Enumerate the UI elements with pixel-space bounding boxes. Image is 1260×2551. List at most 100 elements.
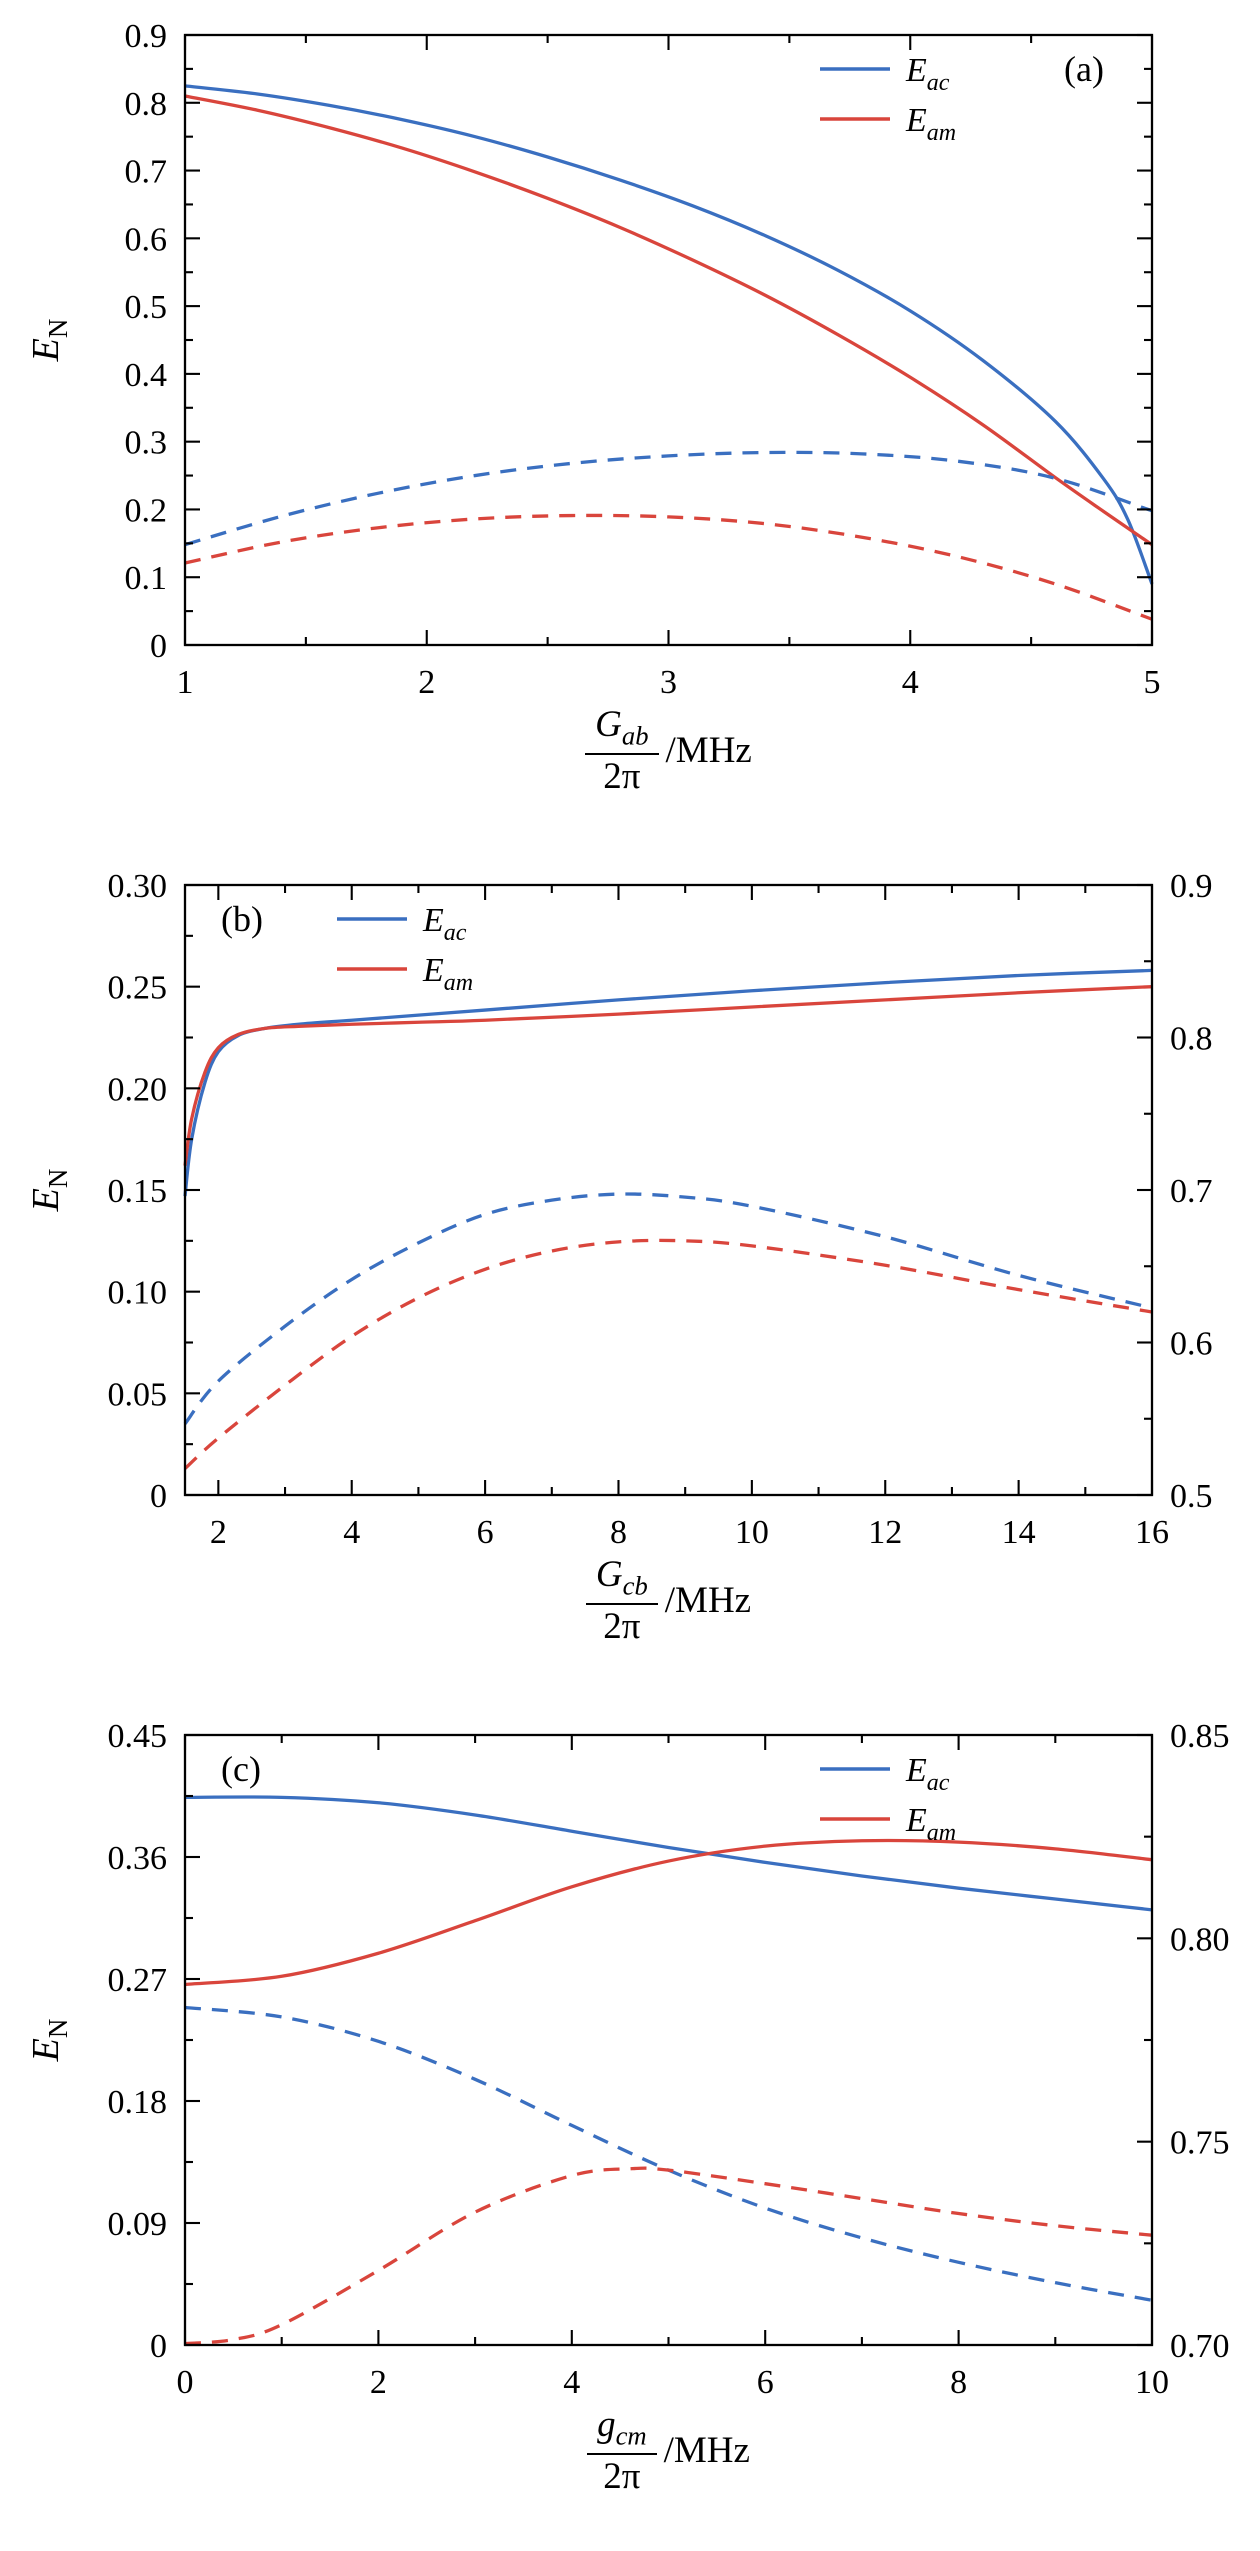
svg-text:0.8: 0.8 <box>125 86 168 123</box>
legend: Eac Eam <box>820 52 956 146</box>
curve-E_am_solid <box>184 94 1153 547</box>
tick-labels: 2 4 6 8 10 12 14 16 0 0.05 0.10 0.15 0.20 0.25 0.30 0.5… <box>108 868 1213 1551</box>
svg-text:0.09: 0.09 <box>108 2206 168 2243</box>
svg-text:0.8: 0.8 <box>1170 1021 1213 1058</box>
curve-E_am_solid <box>183 985 1153 1166</box>
x-axis-fraction: Gcb 2π <box>585 1554 658 1648</box>
svg-text:0.3: 0.3 <box>125 425 168 462</box>
svg-text:0.36: 0.36 <box>108 1840 168 1877</box>
svg-text:0: 0 <box>150 628 167 665</box>
svg-text:0.2: 0.2 <box>125 492 168 529</box>
svg-text:0.05: 0.05 <box>108 1376 168 1413</box>
curve-E_am_solid <box>184 1838 1153 1987</box>
svg-text:14: 14 <box>1002 1514 1036 1551</box>
fraction-denominator: 2π <box>603 756 641 798</box>
ticks <box>183 33 1154 647</box>
svg-text:0.9: 0.9 <box>1170 868 1213 905</box>
curve-E_ac_dashed <box>184 2005 1153 2302</box>
fraction-numerator: Gcb <box>585 1554 658 1606</box>
svg-text:0.45: 0.45 <box>108 1718 168 1755</box>
curves <box>184 1795 1153 2346</box>
svg-text:1: 1 <box>177 664 194 701</box>
legend-label-am: Eam <box>905 102 956 146</box>
svg-text:0.30: 0.30 <box>108 868 168 905</box>
panel-label: (a) <box>1064 49 1104 89</box>
panel-a: 1 2 3 4 5 0 0.1 0.2 0.3 0.4 0.5 0.6 0.7 0.8 0.9 EN Eac Ea… <box>0 0 1260 850</box>
curve-E_am_dashed <box>183 1238 1153 1470</box>
plot-frame <box>183 1733 1154 2347</box>
svg-text:4: 4 <box>902 664 919 701</box>
x-axis-label-b: Gcb 2π /MHz <box>185 1554 1152 1648</box>
svg-text:12: 12 <box>868 1514 902 1551</box>
svg-text:0.4: 0.4 <box>125 357 168 394</box>
x-axis-fraction: gcm 2π <box>587 2404 657 2498</box>
curve-E_ac_solid <box>184 84 1154 585</box>
curves <box>184 84 1154 621</box>
svg-text:0.18: 0.18 <box>108 2084 168 2121</box>
y-axis-label: EN <box>25 1169 73 1213</box>
svg-text:0.6: 0.6 <box>1170 1326 1213 1363</box>
svg-text:5: 5 <box>1144 664 1161 701</box>
svg-text:0.25: 0.25 <box>108 970 168 1007</box>
ticks <box>183 1733 1154 2347</box>
svg-text:4: 4 <box>343 1514 360 1551</box>
svg-text:6: 6 <box>757 2364 774 2401</box>
x-axis-unit: /MHz <box>663 2430 750 2472</box>
x-symbol: g <box>597 2404 616 2445</box>
curve-E_am_dashed <box>184 2166 1153 2346</box>
fraction-denominator: 2π <box>603 1606 641 1648</box>
panel-label: (c) <box>221 1749 261 1789</box>
svg-text:0.75: 0.75 <box>1170 2125 1230 2162</box>
svg-text:0: 0 <box>150 2328 167 2365</box>
curve-E_am_dashed <box>184 513 1153 621</box>
x-axis-label-a: Gab 2π /MHz <box>185 704 1152 798</box>
svg-text:0.5: 0.5 <box>125 289 168 326</box>
svg-text:0.27: 0.27 <box>108 1962 168 1999</box>
ticks <box>185 883 1154 1497</box>
svg-text:4: 4 <box>563 2364 580 2401</box>
svg-text:0.15: 0.15 <box>108 1173 168 1210</box>
fraction-denominator: 2π <box>603 2456 641 2498</box>
plot-a: 1 2 3 4 500.10.20.30.40.50.60.70.80.9ENEacEa… <box>25 18 1161 701</box>
panel-c: 0 2 4 6 8 10 0 0.09 0.18 0.27 0.36 0.45 0.70 0.75 0.80… <box>0 1700 1260 2550</box>
plot-c: 0 2 4 6 8 10 0 0.09 0.18 0.27 0.36 0.45 0.70 0.75 0.80… <box>25 1718 1230 2401</box>
curve-E_ac_dashed <box>184 450 1153 547</box>
svg-text:0: 0 <box>150 1478 167 1515</box>
svg-text:0.7: 0.7 <box>1170 1173 1213 1210</box>
svg-text:0: 0 <box>177 2364 194 2401</box>
svg-text:0.6: 0.6 <box>125 221 168 258</box>
x-axis-unit: /MHz <box>665 730 752 772</box>
x-symbol: G <box>595 1554 623 1595</box>
panel-label: (b) <box>221 899 263 939</box>
svg-text:0.9: 0.9 <box>125 18 168 55</box>
svg-text:2: 2 <box>370 2364 387 2401</box>
svg-text:10: 10 <box>1135 2364 1169 2401</box>
svg-text:0.20: 0.20 <box>108 1071 168 1108</box>
curve-E_ac_solid <box>183 968 1153 1197</box>
tick-labels: 1 2 3 4 5 0 0.1 0.2 0.3 0.4 0.5 0.6 0.7 0.8 0.9 <box>125 18 1161 701</box>
legend-label-ac: Eac <box>905 52 950 96</box>
x-symbol: G <box>595 704 622 745</box>
svg-text:0.10: 0.10 <box>108 1275 168 1312</box>
x-axis-fraction: Gab 2π <box>585 704 659 798</box>
legend-label-ac: Eac <box>422 902 467 946</box>
svg-text:2: 2 <box>418 664 435 701</box>
svg-text:0.5: 0.5 <box>1170 1478 1213 1515</box>
curve-E_ac_solid <box>184 1795 1153 1912</box>
y-axis-label: EN <box>25 2019 73 2063</box>
curves <box>183 968 1153 1470</box>
y-axis-label: EN <box>25 319 73 363</box>
svg-text:2: 2 <box>210 1514 227 1551</box>
fraction-numerator: Gab <box>585 704 659 756</box>
legend: Eac Eam <box>820 1752 956 1846</box>
svg-text:0.80: 0.80 <box>1170 1921 1230 1958</box>
panel-b: 2 4 6 8 10 12 14 16 0 0.05 0.10 0.15 0.20 0.25 0.30 0.5… <box>0 850 1260 1700</box>
svg-text:0.7: 0.7 <box>125 154 168 191</box>
plot-b: 2 4 6 8 10 12 14 16 0 0.05 0.10 0.15 0.20 0.25 0.30 0.5… <box>25 868 1213 1551</box>
tick-labels: 0 2 4 6 8 10 0 0.09 0.18 0.27 0.36 0.45 0.70 0.75 0.80… <box>108 1718 1230 2401</box>
legend-label-ac: Eac <box>905 1752 950 1796</box>
svg-text:10: 10 <box>735 1514 769 1551</box>
svg-text:3: 3 <box>660 664 677 701</box>
legend-label-am: Eam <box>422 952 473 996</box>
